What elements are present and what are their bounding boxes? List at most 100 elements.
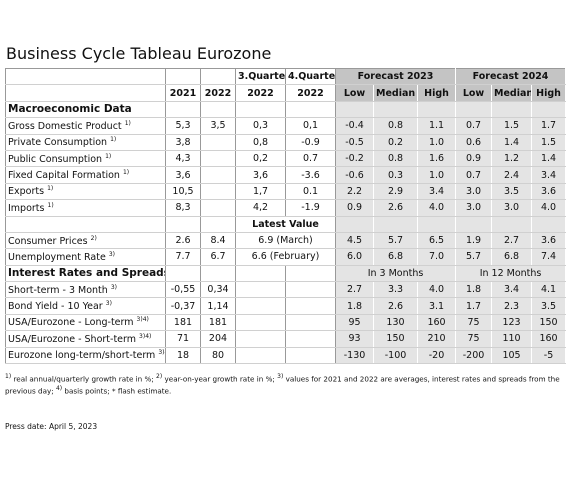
cell: 6.7 <box>200 248 236 266</box>
cell: Exports 1) <box>5 183 166 201</box>
cell: 160 <box>531 330 567 348</box>
cell <box>285 314 336 332</box>
cell-text: USA/Eurozone - Long-term <box>8 317 134 329</box>
cell-text: Exports <box>8 186 45 198</box>
cell: 0.7 <box>455 117 493 135</box>
cell <box>5 68 166 86</box>
cell: 0,3 <box>235 117 286 135</box>
cell: Low <box>455 84 493 102</box>
cell-text: Forecast 2023 <box>357 71 434 83</box>
cell: 8,3 <box>165 199 201 217</box>
cell-text: -0.4 <box>345 120 364 132</box>
cell-text: -20 <box>428 349 445 361</box>
cell-text: 150 <box>539 317 558 329</box>
cell-text: -0,55 <box>170 284 196 296</box>
cell: 0.3 <box>373 166 418 184</box>
cell <box>200 199 236 217</box>
cell: -0.6 <box>335 166 374 184</box>
cell: 3.4 <box>491 281 533 299</box>
cell <box>200 134 236 151</box>
cell: 181 <box>200 314 236 332</box>
cell: 2021 <box>165 84 201 102</box>
cell-text: 2.6 <box>387 202 404 214</box>
cell-text: 4.5 <box>346 235 363 247</box>
cell: 2022 <box>200 84 236 102</box>
cell: 10,5 <box>165 183 201 201</box>
cell-text: -5 <box>543 349 554 361</box>
cell: Fixed Capital Formation 1) <box>5 166 166 184</box>
footnote-mark: 3) <box>108 250 116 258</box>
cell: Macroeconomic Data <box>5 101 166 119</box>
cell: Latest Value <box>235 216 336 233</box>
cell: 4,2 <box>235 199 286 217</box>
cell <box>235 347 286 365</box>
cell-text: 3.Quarter <box>238 71 286 83</box>
footnote-text: year-on-year growth rate in %; <box>164 374 275 384</box>
cell <box>373 216 418 233</box>
cell-text: High <box>424 87 449 99</box>
cell: 181 <box>165 314 201 332</box>
cell-text: 10,5 <box>172 185 194 197</box>
cell-text: 3.4 <box>540 169 557 181</box>
cell: 3.6 <box>531 232 567 250</box>
cell <box>235 265 286 283</box>
cell <box>165 216 201 233</box>
cell-text: -200 <box>462 349 485 361</box>
cell-text: -0.9 <box>301 136 320 148</box>
cell-text: Low <box>462 87 485 99</box>
cell-text: 0.7 <box>465 169 482 181</box>
cell <box>200 216 236 233</box>
footnote-mark: 1) <box>47 185 54 193</box>
cell-text: Latest Value <box>252 218 319 230</box>
cell: 105 <box>491 347 533 365</box>
table-row: Fixed Capital Formation 1) 3,6 3,6 -3.6 -0.6… <box>5 166 567 184</box>
table-row: Private Consumption 1) 3,8 0,8 -0.9 -0.5 0.2 1… <box>5 134 567 151</box>
cell: 0.8 <box>373 117 418 135</box>
cell: 3.0 <box>455 183 493 201</box>
cell <box>235 314 286 332</box>
cell <box>235 297 286 315</box>
cell: In 3 Months <box>335 265 457 283</box>
cell: 0.2 <box>373 134 418 151</box>
table-row: Exports 1) 10,5 1,7 0.1 2.2 2.9 3.4 3.0 3.5 3.6 <box>5 183 567 201</box>
cell: -100 <box>373 347 418 365</box>
cell: Gross Domestic Product 1) <box>5 117 166 135</box>
cell: 3.3 <box>373 281 418 299</box>
cell-text: 80 <box>211 349 225 361</box>
cell-text: 0.1 <box>302 185 319 197</box>
cell: High <box>417 84 457 102</box>
cell <box>285 330 336 348</box>
cell-text: USA/Eurozone - Short-term <box>8 334 137 346</box>
cell: 7.0 <box>417 248 457 266</box>
cell-text: 150 <box>386 333 405 345</box>
cell-text: 130 <box>386 317 405 329</box>
cell: 4.Quarter <box>285 68 336 86</box>
cell: 1.2 <box>491 150 533 168</box>
footnote-mark: 1) <box>105 152 112 160</box>
cell-text: Short-term - 3 Month <box>8 284 108 296</box>
cell-text: 3.1 <box>428 300 445 312</box>
cell-text: 6.8 <box>387 251 404 263</box>
cell: 1.6 <box>417 150 457 168</box>
cell-text: 3,8 <box>175 136 191 148</box>
cell-text: 160 <box>539 333 558 345</box>
cell: 3.1 <box>417 297 457 315</box>
cell: 110 <box>491 330 533 348</box>
cell <box>417 101 457 119</box>
cell: 2.4 <box>491 166 533 184</box>
cell: 3,8 <box>165 134 201 151</box>
footnote-mark: 2) <box>156 373 163 380</box>
cell-text: 1,14 <box>207 300 229 312</box>
cell-text: Consumer Prices <box>8 235 88 247</box>
cell-text: 2.6 <box>387 300 404 312</box>
cell-text: 3,6 <box>175 169 191 181</box>
cell-text: 2.4 <box>503 169 520 181</box>
footnote-mark: 2) <box>90 234 97 242</box>
cell-text: 0,34 <box>207 284 229 296</box>
table-row: Latest Value <box>5 216 567 233</box>
cell-text: Gross Domestic Product <box>8 120 122 132</box>
cell-text: -0,37 <box>170 300 196 312</box>
cell: Median <box>373 84 418 102</box>
cell-text: 0.9 <box>465 153 482 165</box>
cell-text: 3.6 <box>540 185 557 197</box>
